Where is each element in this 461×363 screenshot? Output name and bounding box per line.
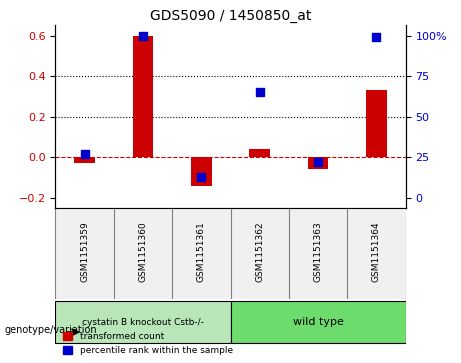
Bar (74, 157, 95, 163)
Point (198, 174, 205, 180)
Point (373, 34, 380, 40)
Text: GSM1151363: GSM1151363 (313, 222, 323, 282)
Point (139, 33, 147, 38)
Text: genotype/variation: genotype/variation (5, 325, 97, 335)
Bar (308, 157, 328, 170)
FancyBboxPatch shape (230, 302, 406, 343)
Text: wild type: wild type (293, 317, 343, 327)
Text: GSM1151362: GSM1151362 (255, 222, 264, 282)
Bar (191, 157, 212, 185)
Text: GSM1151359: GSM1151359 (80, 222, 89, 282)
Point (314, 159, 322, 165)
Point (81, 151, 88, 157)
Point (256, 89, 263, 95)
Bar (366, 90, 387, 157)
Bar (249, 149, 270, 157)
Title: GDS5090 / 1450850_at: GDS5090 / 1450850_at (150, 9, 311, 23)
Text: GSM1151364: GSM1151364 (372, 222, 381, 282)
Text: GSM1151360: GSM1151360 (138, 222, 148, 282)
Bar (133, 36, 153, 157)
Legend: transformed count, percentile rank within the sample: transformed count, percentile rank withi… (60, 329, 236, 359)
Text: GSM1151361: GSM1151361 (197, 222, 206, 282)
Text: cystatin B knockout Cstb-/-: cystatin B knockout Cstb-/- (82, 318, 204, 327)
FancyBboxPatch shape (55, 302, 230, 343)
